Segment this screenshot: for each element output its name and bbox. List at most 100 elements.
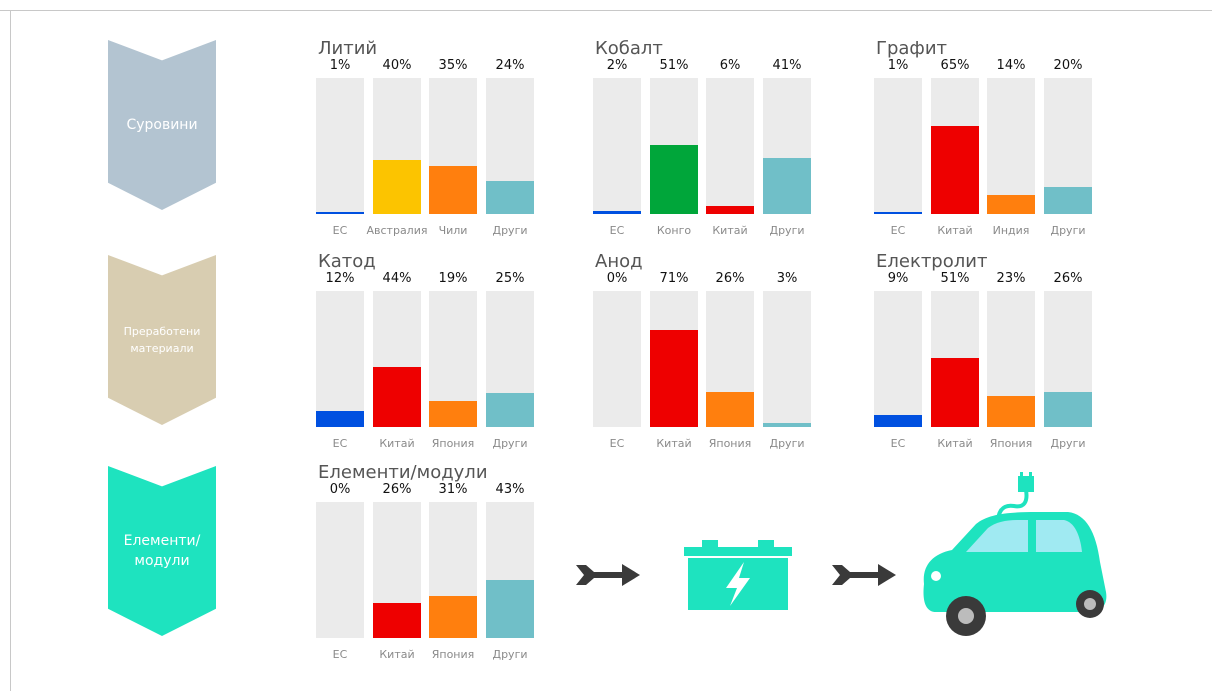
bar-value-label: 26% (715, 271, 745, 286)
bar-value-label: 40% (382, 58, 412, 73)
bar-column: 65% Китай (931, 46, 979, 256)
bar-track (373, 502, 421, 638)
bar-category-label: Китай (937, 437, 973, 450)
bar-category-label: Япония (431, 648, 475, 661)
bar (316, 212, 364, 214)
bar (486, 181, 534, 214)
bar-column: 25% Други (486, 259, 534, 469)
bar-column: 6% Китай (706, 46, 754, 256)
bar-column: 31% Япония (429, 470, 477, 680)
bar-category-label: ЕС (332, 437, 348, 450)
bar-column: 51% Китай (931, 259, 979, 469)
bar-category-label: Други (492, 648, 528, 661)
bar-column: 44% Китай (373, 259, 421, 469)
bar-value-label: 19% (438, 271, 468, 286)
bar-track (486, 78, 534, 214)
bar-value-label: 12% (325, 271, 355, 286)
bar-track (874, 291, 922, 427)
bar (429, 596, 477, 638)
chart-panel-anode: Анод 0% ЕС 71% Китай 26% Япония 3% Други (593, 251, 821, 469)
bar-category-label: Япония (989, 437, 1033, 450)
chart-title: Графит (876, 38, 948, 59)
stage-raw-materials-label: Суровини (126, 117, 198, 133)
bar-track (316, 78, 364, 214)
bar (987, 195, 1035, 214)
stage-processed-materials-label: Преработени материали (123, 325, 201, 355)
frame-top-border (0, 10, 1212, 11)
lightning-icon (726, 562, 750, 606)
arrow-right-icon (832, 564, 896, 586)
battery-terminal-left (702, 540, 718, 547)
chart-panel-cathode: Катод 12% ЕС 44% Китай 19% Япония 25% Други (316, 251, 544, 469)
chart-title: Литий (318, 38, 378, 59)
car-wheel-front-hub (958, 608, 974, 624)
bar-track (763, 78, 811, 214)
bar-column: 0% ЕС (316, 470, 364, 680)
bar-value-label: 26% (1053, 271, 1083, 286)
stage-raw-materials: Суровини (108, 40, 216, 210)
bar-category-label: Австралия (366, 224, 428, 237)
bar-column: 24% Други (486, 46, 534, 256)
bar-track (429, 502, 477, 638)
bar-column: 1% ЕС (316, 46, 364, 256)
chart-title: Анод (595, 251, 643, 272)
bar-track (931, 291, 979, 427)
bar-category-label: ЕС (890, 224, 906, 237)
bar-category-label: Други (1050, 437, 1086, 450)
bar-column: 71% Китай (650, 259, 698, 469)
bar (593, 211, 641, 214)
stage-cells-modules: Елементи/ модули (108, 466, 216, 636)
bar-value-label: 6% (719, 58, 741, 73)
bar-column: 1% ЕС (874, 46, 922, 256)
electric-car-icon (923, 472, 1107, 636)
bar-category-label: Други (492, 437, 528, 450)
bar-column: 23% Япония (987, 259, 1035, 469)
bar-column: 35% Чили (429, 46, 477, 256)
bar-value-label: 51% (940, 271, 970, 286)
bar-value-label: 41% (772, 58, 802, 73)
bar-column: 41% Други (763, 46, 811, 256)
bar-column: 9% ЕС (874, 259, 922, 469)
bar (1044, 392, 1092, 427)
bar (373, 160, 421, 214)
bar-track (373, 78, 421, 214)
bar-column: 20% Други (1044, 46, 1092, 256)
bar-column: 0% ЕС (593, 259, 641, 469)
bar-track (650, 78, 698, 214)
bar-track (593, 291, 641, 427)
bar-category-label: ЕС (609, 224, 625, 237)
battery-top-strip (684, 547, 792, 556)
bar-column: 40% Австралия (367, 46, 428, 256)
bar (706, 392, 754, 427)
bar-value-label: 51% (659, 58, 689, 73)
bar (486, 393, 534, 427)
bar-value-label: 0% (329, 482, 351, 497)
bar-column: 12% ЕС (316, 259, 364, 469)
car-wheel-rear-hub (1084, 598, 1096, 610)
bar (316, 411, 364, 427)
bar-track (486, 502, 534, 638)
plug-pin-left (1020, 472, 1023, 476)
car-window-front (966, 520, 1028, 552)
bar-column: 51% Конго (650, 46, 698, 256)
bar-value-label: 24% (495, 58, 525, 73)
chart-panel-cobalt: Кобалт 2% ЕС 51% Конго 6% Китай 41% Други (593, 38, 821, 256)
bar-column: 26% Япония (706, 259, 754, 469)
bar-track (987, 291, 1035, 427)
car-headlight (931, 571, 941, 581)
bar-value-label: 1% (887, 58, 909, 73)
bar (1044, 187, 1092, 214)
bar-category-label: Китай (379, 648, 415, 661)
bar (373, 603, 421, 638)
bar-category-label: Китай (656, 437, 692, 450)
bar-value-label: 43% (495, 482, 525, 497)
bar-value-label: 20% (1053, 58, 1083, 73)
bar-category-label: Китай (712, 224, 748, 237)
bar (763, 423, 811, 427)
bar-value-label: 65% (940, 58, 970, 73)
bar-value-label: 23% (996, 271, 1026, 286)
bar (706, 206, 754, 214)
chart-title: Катод (318, 251, 376, 272)
bar (763, 158, 811, 214)
bar-track (486, 291, 534, 427)
